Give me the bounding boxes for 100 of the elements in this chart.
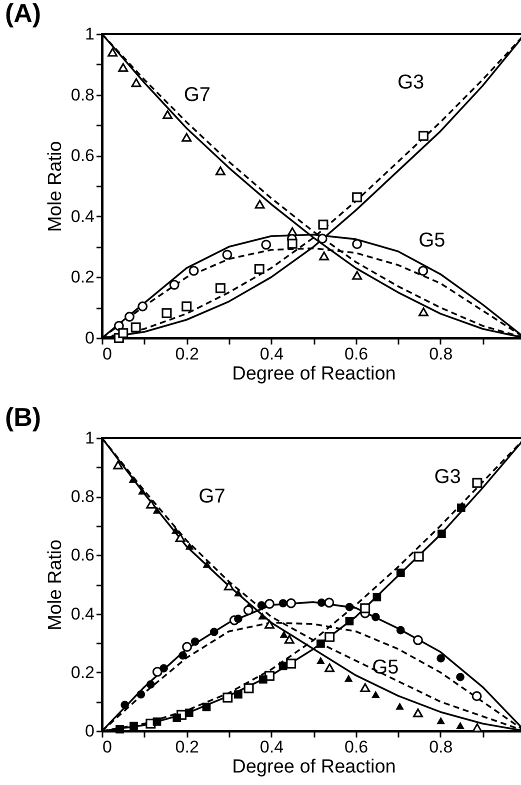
point xyxy=(243,605,254,616)
point xyxy=(116,725,124,734)
point xyxy=(130,722,138,730)
x-tick-label: 0.2 xyxy=(175,738,199,756)
point xyxy=(286,598,296,608)
point xyxy=(456,504,466,512)
point xyxy=(130,322,141,332)
point xyxy=(436,716,446,724)
point xyxy=(124,312,134,322)
point xyxy=(182,301,192,312)
point xyxy=(234,614,242,623)
point xyxy=(436,654,446,663)
point xyxy=(264,620,274,629)
y-tick-label: 0.4 xyxy=(70,206,94,226)
point xyxy=(287,238,298,249)
annotation: G3 xyxy=(434,466,461,488)
y-tick-label: 0.6 xyxy=(70,146,94,166)
point xyxy=(264,598,274,609)
point xyxy=(108,48,118,57)
point xyxy=(456,672,464,682)
point xyxy=(318,220,328,230)
point xyxy=(437,530,446,538)
point xyxy=(152,717,162,726)
point xyxy=(171,526,180,534)
point xyxy=(152,506,162,514)
point xyxy=(319,251,330,260)
point xyxy=(396,568,405,577)
point xyxy=(169,280,180,290)
y-tick-label: 0 xyxy=(85,722,94,740)
point xyxy=(352,192,362,202)
point xyxy=(418,266,428,276)
point xyxy=(118,328,128,338)
point xyxy=(224,582,234,590)
annotation: G7 xyxy=(198,486,226,508)
point xyxy=(324,598,334,608)
point xyxy=(178,651,187,660)
point xyxy=(185,542,194,550)
x-tick-label: 0.6 xyxy=(344,738,368,756)
point xyxy=(317,598,326,607)
point xyxy=(215,283,226,294)
point xyxy=(317,234,328,244)
point xyxy=(210,628,218,636)
point xyxy=(316,656,325,664)
y-axis-title: Mole Ratio xyxy=(44,540,66,630)
point xyxy=(190,637,200,646)
point xyxy=(413,635,423,646)
point xyxy=(360,683,370,692)
point xyxy=(396,626,405,634)
point xyxy=(128,476,138,483)
x-axis-title: Degree of Reaction xyxy=(232,364,396,384)
point xyxy=(324,632,335,642)
point xyxy=(278,599,288,608)
point xyxy=(372,690,380,698)
y-tick-label: 0.8 xyxy=(70,85,94,104)
point xyxy=(345,602,354,612)
x-tick-label: 0.4 xyxy=(260,344,284,364)
y-tick-label: 0.2 xyxy=(70,268,94,287)
point xyxy=(324,663,335,672)
point xyxy=(472,691,482,702)
x-tick-label: 0 xyxy=(102,344,112,364)
y-tick-label: 0.2 xyxy=(70,662,94,682)
x-tick-label: 0.6 xyxy=(344,344,368,364)
point xyxy=(316,640,325,648)
annotation: G3 xyxy=(397,72,424,94)
point xyxy=(202,560,212,568)
point xyxy=(286,658,296,669)
point xyxy=(138,301,148,312)
point xyxy=(136,690,146,699)
point xyxy=(372,592,382,602)
point xyxy=(418,130,428,141)
annotation: G5 xyxy=(418,230,446,252)
point xyxy=(188,266,199,276)
annotation: G7 xyxy=(184,84,211,106)
point xyxy=(278,662,288,670)
x-tick-label: 0.8 xyxy=(429,738,453,756)
x-tick-label: 0.4 xyxy=(260,738,284,756)
point xyxy=(222,692,233,703)
point xyxy=(118,63,128,72)
point xyxy=(131,78,142,88)
point xyxy=(413,708,423,718)
point xyxy=(182,642,192,652)
point xyxy=(254,200,265,209)
point xyxy=(345,616,354,626)
point xyxy=(258,612,266,620)
x-tick-label: 0.8 xyxy=(429,344,453,364)
x-tick-label: 0 xyxy=(102,738,112,756)
y-tick-label: 0.6 xyxy=(70,546,94,565)
point xyxy=(162,308,172,318)
point xyxy=(254,264,264,274)
point xyxy=(175,533,186,542)
point xyxy=(152,666,162,677)
point xyxy=(396,702,404,710)
point xyxy=(414,552,424,562)
point xyxy=(146,680,155,689)
point xyxy=(280,630,288,638)
y-tick-label: 0.4 xyxy=(70,604,94,624)
point xyxy=(160,664,168,672)
point xyxy=(146,500,156,509)
x-axis-title: Degree of Reaction xyxy=(232,756,396,778)
y-tick-label: 0.8 xyxy=(70,487,94,506)
